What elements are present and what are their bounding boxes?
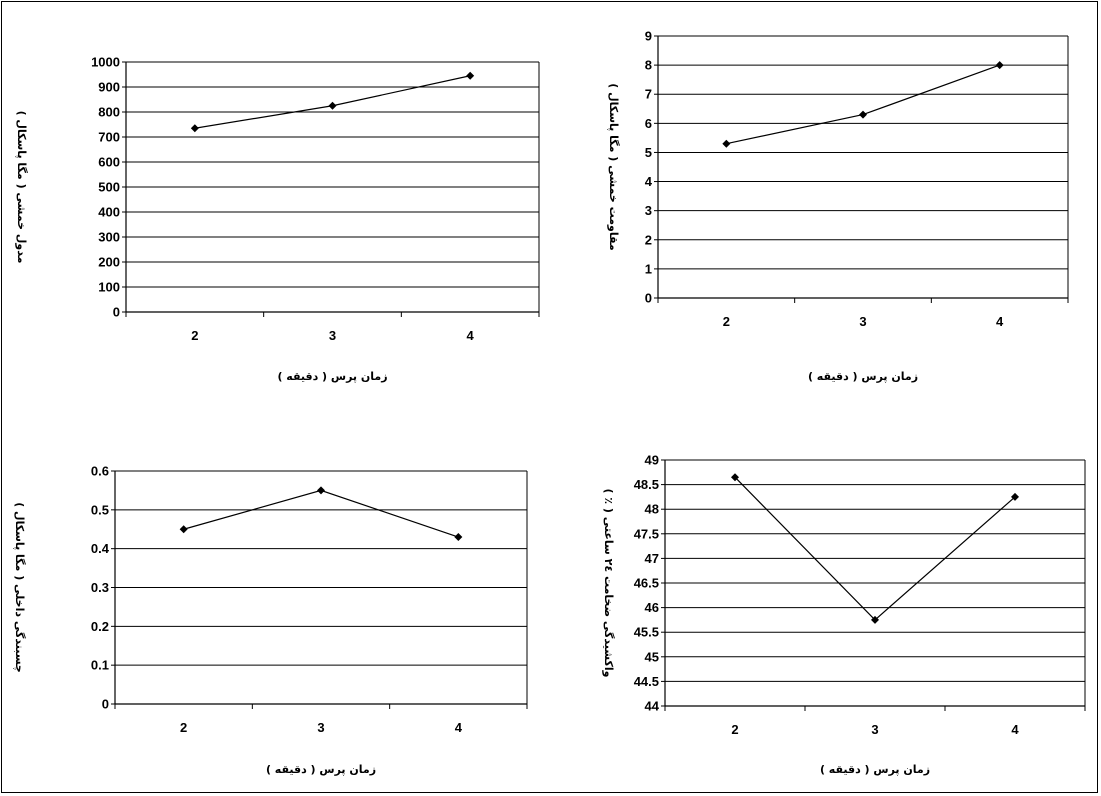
x-axis-title: زمان پرس ( دقیقه ): [266, 763, 376, 776]
y-tick-label: 9: [645, 29, 652, 44]
x-axis-title: زمان پرس ( دقیقه ): [277, 370, 387, 383]
series-line: [183, 489, 459, 538]
y-axis-title: چسبندگی داخلی ( مگا پاسکال ): [13, 502, 26, 673]
data-point-marker: [328, 101, 337, 110]
x-tick-label: 2: [723, 314, 730, 329]
y-tick-label: 3: [645, 203, 652, 218]
data-point-marker: [722, 139, 731, 148]
y-tick-label: 44.5: [634, 674, 659, 689]
y-tick-label: 1000: [91, 55, 120, 70]
y-tick-label: 0.3: [91, 580, 109, 595]
y-axis-title: مدول خمشی ( مگا پاسکال ): [15, 111, 28, 264]
y-tick-label: 0.4: [91, 541, 110, 556]
x-axis-title: زمان پرس ( دقیقه ): [808, 370, 918, 383]
y-tick-label: 44: [645, 699, 660, 714]
y-axis-title: مقاومت خمشی ( مگا پاسکال ): [607, 83, 620, 250]
y-tick-label: 100: [98, 280, 120, 295]
y-tick-label: 47.5: [634, 526, 659, 541]
y-tick-label: 7: [645, 87, 652, 102]
y-tick-label: 500: [98, 180, 120, 195]
x-tick-label: 2: [191, 328, 198, 343]
x-tick-label: 3: [859, 314, 866, 329]
series-line: [734, 476, 1016, 621]
y-tick-label: 0: [102, 697, 109, 712]
y-tick-label: 0: [113, 305, 120, 320]
x-tick-label: 2: [180, 720, 187, 735]
y-tick-label: 0.6: [91, 464, 109, 479]
y-tick-label: 0.1: [91, 658, 109, 673]
data-point-marker: [859, 110, 867, 119]
series-line: [726, 64, 1000, 145]
data-point-marker: [454, 533, 463, 542]
chart-flexural-strength: 0 1 2 3 4 5 6 7 8 9 2 3 4 زمان پرس ( دقیقه ) مقاومت خم…: [607, 29, 1069, 383]
data-point-marker: [317, 486, 325, 495]
y-tick-label: 400: [98, 205, 120, 220]
y-tick-label: 1: [645, 261, 652, 276]
x-tick-label: 4: [467, 328, 475, 343]
data-point-marker: [871, 615, 879, 624]
data-point-marker: [995, 61, 1004, 70]
y-tick-label: 0.5: [91, 502, 109, 517]
y-tick-label: 5: [645, 145, 652, 160]
y-tick-label: 300: [98, 230, 120, 245]
x-tick-label: 4: [996, 314, 1004, 329]
x-tick-label: 3: [329, 328, 336, 343]
y-tick-label: 8: [645, 58, 652, 73]
data-point-marker: [466, 71, 475, 80]
y-tick-label: 0: [645, 291, 652, 306]
y-tick-label: 200: [98, 255, 120, 270]
y-tick-label: 700: [98, 130, 120, 145]
y-tick-label: 48.5: [634, 477, 659, 492]
y-tick-label: 800: [98, 105, 120, 120]
chart-flexural-modulus: 0 100 200 300 400 500 600 700 800 900 1000 2 3 4 زمان …: [15, 55, 540, 383]
x-tick-label: 4: [1011, 722, 1019, 737]
y-tick-label: 45.5: [634, 625, 659, 640]
y-tick-label: 46.5: [634, 576, 659, 591]
x-axis-title: زمان پرس ( دقیقه ): [820, 763, 930, 776]
y-tick-label: 6: [645, 116, 652, 131]
y-tick-label: 45: [645, 649, 659, 664]
x-tick-label: 2: [731, 722, 738, 737]
y-axis-title: واکشیدگی ضخامت ٢٤ ساعتی ( ٪ ): [602, 489, 615, 678]
y-tick-label: 46: [645, 600, 659, 615]
chart-internal-bond: 0 0.1 0.2 0.3 0.4 0.5 0.6 2 3 4 زمان پرس ( دقیقه )…: [13, 464, 528, 776]
data-point-marker: [179, 525, 188, 534]
y-tick-label: 47: [645, 551, 659, 566]
y-tick-label: 2: [645, 232, 652, 247]
y-tick-label: 0.2: [91, 619, 109, 634]
y-tick-label: 600: [98, 155, 120, 170]
x-tick-label: 3: [317, 720, 324, 735]
y-tick-label: 48: [645, 502, 659, 517]
y-tick-label: 900: [98, 80, 120, 95]
chart-thickness-swelling: 44 44.5 45 45.5 46 46.5 47 47.5 48 48.5 49 2 3 4 زمان …: [602, 453, 1086, 776]
data-point-marker: [1011, 492, 1019, 501]
data-point-marker: [731, 473, 739, 482]
y-tick-label: 4: [645, 174, 653, 189]
x-tick-label: 4: [455, 720, 463, 735]
data-point-marker: [190, 124, 199, 133]
x-tick-label: 3: [871, 722, 878, 737]
y-tick-label: 49: [645, 453, 659, 468]
